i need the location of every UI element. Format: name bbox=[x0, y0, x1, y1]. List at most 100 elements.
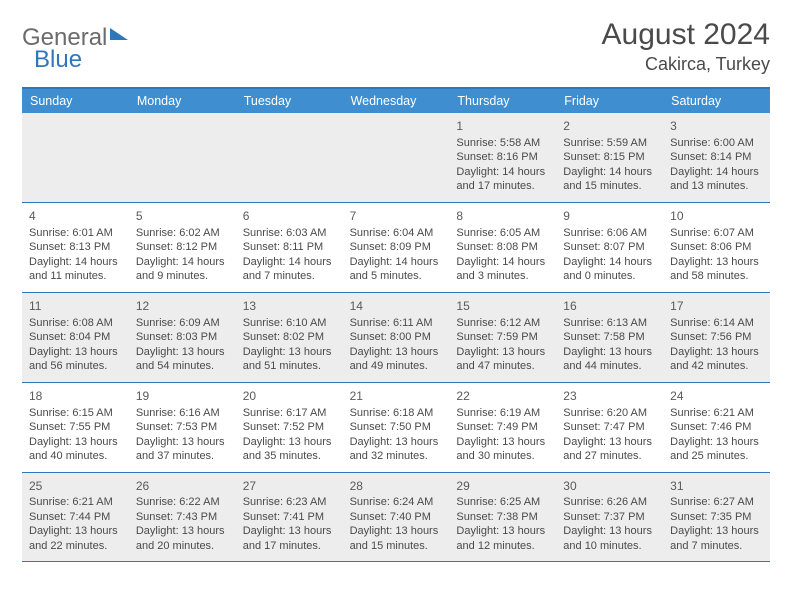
sunset-text: Sunset: 7:38 PM bbox=[456, 510, 549, 525]
calendar-cell: 25Sunrise: 6:21 AMSunset: 7:44 PMDayligh… bbox=[22, 473, 129, 563]
calendar-cell: 28Sunrise: 6:24 AMSunset: 7:40 PMDayligh… bbox=[343, 473, 450, 563]
dow-header: Thursday bbox=[449, 89, 556, 113]
calendar-cell bbox=[236, 113, 343, 203]
sunrise-text: Sunrise: 6:03 AM bbox=[243, 226, 336, 241]
daylight-text: Daylight: 14 hours and 15 minutes. bbox=[563, 165, 656, 194]
sunrise-text: Sunrise: 6:00 AM bbox=[670, 136, 763, 151]
calendar-cell: 20Sunrise: 6:17 AMSunset: 7:52 PMDayligh… bbox=[236, 383, 343, 473]
page-title: August 2024 bbox=[602, 18, 770, 52]
sunrise-text: Sunrise: 6:24 AM bbox=[350, 495, 443, 510]
sunrise-text: Sunrise: 6:21 AM bbox=[670, 406, 763, 421]
daylight-text: Daylight: 13 hours and 17 minutes. bbox=[243, 524, 336, 553]
calendar-cell: 15Sunrise: 6:12 AMSunset: 7:59 PMDayligh… bbox=[449, 293, 556, 383]
calendar-cell: 16Sunrise: 6:13 AMSunset: 7:58 PMDayligh… bbox=[556, 293, 663, 383]
calendar-cell: 1Sunrise: 5:58 AMSunset: 8:16 PMDaylight… bbox=[449, 113, 556, 203]
sunset-text: Sunset: 7:58 PM bbox=[563, 330, 656, 345]
day-number: 8 bbox=[456, 209, 549, 225]
day-number: 17 bbox=[670, 299, 763, 315]
day-number: 7 bbox=[350, 209, 443, 225]
sunrise-text: Sunrise: 6:10 AM bbox=[243, 316, 336, 331]
daylight-text: Daylight: 14 hours and 7 minutes. bbox=[243, 255, 336, 284]
calendar-cell: 2Sunrise: 5:59 AMSunset: 8:15 PMDaylight… bbox=[556, 113, 663, 203]
sunrise-text: Sunrise: 6:25 AM bbox=[456, 495, 549, 510]
calendar-cell: 12Sunrise: 6:09 AMSunset: 8:03 PMDayligh… bbox=[129, 293, 236, 383]
sunset-text: Sunset: 7:56 PM bbox=[670, 330, 763, 345]
daylight-text: Daylight: 13 hours and 58 minutes. bbox=[670, 255, 763, 284]
day-number: 23 bbox=[563, 389, 656, 405]
dow-header: Wednesday bbox=[343, 89, 450, 113]
sunset-text: Sunset: 8:16 PM bbox=[456, 150, 549, 165]
sunrise-text: Sunrise: 6:23 AM bbox=[243, 495, 336, 510]
sunrise-text: Sunrise: 6:06 AM bbox=[563, 226, 656, 241]
daylight-text: Daylight: 13 hours and 47 minutes. bbox=[456, 345, 549, 374]
day-number: 28 bbox=[350, 479, 443, 495]
daylight-text: Daylight: 13 hours and 37 minutes. bbox=[136, 435, 229, 464]
daylight-text: Daylight: 13 hours and 20 minutes. bbox=[136, 524, 229, 553]
sunrise-text: Sunrise: 6:12 AM bbox=[456, 316, 549, 331]
sunset-text: Sunset: 8:06 PM bbox=[670, 240, 763, 255]
sunrise-text: Sunrise: 6:08 AM bbox=[29, 316, 122, 331]
day-number: 29 bbox=[456, 479, 549, 495]
calendar: Sunday Monday Tuesday Wednesday Thursday… bbox=[22, 87, 770, 562]
day-number: 5 bbox=[136, 209, 229, 225]
sunrise-text: Sunrise: 5:59 AM bbox=[563, 136, 656, 151]
sunset-text: Sunset: 7:49 PM bbox=[456, 420, 549, 435]
sunset-text: Sunset: 7:50 PM bbox=[350, 420, 443, 435]
sunrise-text: Sunrise: 6:19 AM bbox=[456, 406, 549, 421]
sunrise-text: Sunrise: 6:22 AM bbox=[136, 495, 229, 510]
calendar-cell: 30Sunrise: 6:26 AMSunset: 7:37 PMDayligh… bbox=[556, 473, 663, 563]
sunrise-text: Sunrise: 6:17 AM bbox=[243, 406, 336, 421]
sunrise-text: Sunrise: 6:02 AM bbox=[136, 226, 229, 241]
day-number: 18 bbox=[29, 389, 122, 405]
sunrise-text: Sunrise: 6:07 AM bbox=[670, 226, 763, 241]
daylight-text: Daylight: 13 hours and 49 minutes. bbox=[350, 345, 443, 374]
dow-header: Friday bbox=[556, 89, 663, 113]
sunset-text: Sunset: 8:00 PM bbox=[350, 330, 443, 345]
calendar-cell: 19Sunrise: 6:16 AMSunset: 7:53 PMDayligh… bbox=[129, 383, 236, 473]
sunset-text: Sunset: 7:40 PM bbox=[350, 510, 443, 525]
daylight-text: Daylight: 14 hours and 0 minutes. bbox=[563, 255, 656, 284]
daylight-text: Daylight: 13 hours and 54 minutes. bbox=[136, 345, 229, 374]
sunset-text: Sunset: 8:08 PM bbox=[456, 240, 549, 255]
day-number: 9 bbox=[563, 209, 656, 225]
daylight-text: Daylight: 13 hours and 12 minutes. bbox=[456, 524, 549, 553]
daylight-text: Daylight: 13 hours and 56 minutes. bbox=[29, 345, 122, 374]
calendar-cell: 7Sunrise: 6:04 AMSunset: 8:09 PMDaylight… bbox=[343, 203, 450, 293]
daylight-text: Daylight: 14 hours and 17 minutes. bbox=[456, 165, 549, 194]
calendar-cell: 13Sunrise: 6:10 AMSunset: 8:02 PMDayligh… bbox=[236, 293, 343, 383]
sunrise-text: Sunrise: 6:16 AM bbox=[136, 406, 229, 421]
daylight-text: Daylight: 13 hours and 22 minutes. bbox=[29, 524, 122, 553]
sunset-text: Sunset: 8:04 PM bbox=[29, 330, 122, 345]
calendar-cell: 8Sunrise: 6:05 AMSunset: 8:08 PMDaylight… bbox=[449, 203, 556, 293]
sunset-text: Sunset: 7:47 PM bbox=[563, 420, 656, 435]
dow-header: Sunday bbox=[22, 89, 129, 113]
sunrise-text: Sunrise: 6:01 AM bbox=[29, 226, 122, 241]
sunset-text: Sunset: 7:43 PM bbox=[136, 510, 229, 525]
calendar-cell bbox=[22, 113, 129, 203]
sunrise-text: Sunrise: 6:14 AM bbox=[670, 316, 763, 331]
daylight-text: Daylight: 13 hours and 51 minutes. bbox=[243, 345, 336, 374]
day-number: 26 bbox=[136, 479, 229, 495]
calendar-cell: 3Sunrise: 6:00 AMSunset: 8:14 PMDaylight… bbox=[663, 113, 770, 203]
sunset-text: Sunset: 7:35 PM bbox=[670, 510, 763, 525]
calendar-cell: 21Sunrise: 6:18 AMSunset: 7:50 PMDayligh… bbox=[343, 383, 450, 473]
sunset-text: Sunset: 8:02 PM bbox=[243, 330, 336, 345]
day-number: 21 bbox=[350, 389, 443, 405]
day-number: 4 bbox=[29, 209, 122, 225]
daylight-text: Daylight: 13 hours and 32 minutes. bbox=[350, 435, 443, 464]
day-number: 16 bbox=[563, 299, 656, 315]
sunset-text: Sunset: 8:11 PM bbox=[243, 240, 336, 255]
daylight-text: Daylight: 13 hours and 7 minutes. bbox=[670, 524, 763, 553]
daylight-text: Daylight: 13 hours and 25 minutes. bbox=[670, 435, 763, 464]
calendar-cell: 27Sunrise: 6:23 AMSunset: 7:41 PMDayligh… bbox=[236, 473, 343, 563]
calendar-cell: 22Sunrise: 6:19 AMSunset: 7:49 PMDayligh… bbox=[449, 383, 556, 473]
calendar-cell: 26Sunrise: 6:22 AMSunset: 7:43 PMDayligh… bbox=[129, 473, 236, 563]
daylight-text: Daylight: 13 hours and 15 minutes. bbox=[350, 524, 443, 553]
day-number: 30 bbox=[563, 479, 656, 495]
day-number: 2 bbox=[563, 119, 656, 135]
day-number: 15 bbox=[456, 299, 549, 315]
day-number: 1 bbox=[456, 119, 549, 135]
daylight-text: Daylight: 13 hours and 35 minutes. bbox=[243, 435, 336, 464]
sunrise-text: Sunrise: 5:58 AM bbox=[456, 136, 549, 151]
daylight-text: Daylight: 13 hours and 10 minutes. bbox=[563, 524, 656, 553]
